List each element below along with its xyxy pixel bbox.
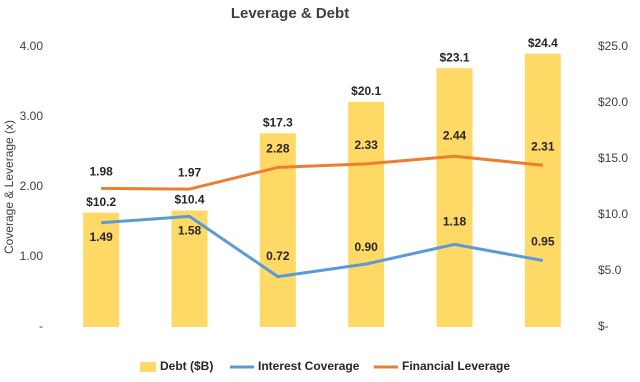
y2-tick-label: $15.0: [598, 151, 628, 165]
data-label: 2.33: [354, 138, 378, 152]
data-label: 1.97: [178, 165, 202, 179]
data-label: 2.28: [266, 142, 290, 156]
legend-label: Interest Coverage: [258, 359, 360, 373]
data-label: $23.1: [439, 50, 469, 64]
legend-label: Debt ($B): [160, 359, 213, 373]
y2-tick-label: $20.0: [598, 95, 628, 109]
y-tick-label: 1.00: [20, 249, 44, 263]
bar: [436, 68, 473, 327]
data-label: 0.95: [531, 235, 555, 249]
legend-swatch: [140, 362, 156, 372]
y2-tick-label: $5.0: [598, 263, 622, 277]
chart-title: Leverage & Debt: [231, 5, 349, 22]
data-label: 1.18: [443, 215, 467, 229]
data-label: 1.58: [178, 224, 202, 238]
y2-tick-label: $-: [598, 319, 609, 333]
line: [101, 214, 544, 279]
bar: [83, 212, 120, 327]
data-label: $10.2: [86, 195, 116, 209]
y-tick-label: 2.00: [20, 179, 44, 193]
data-label: $20.1: [351, 84, 381, 98]
y-axis-label: Coverage & Leverage (x): [2, 120, 16, 254]
data-label: 0.72: [266, 249, 290, 263]
data-label: $17.3: [263, 115, 293, 129]
data-label: 2.31: [531, 139, 555, 153]
y-tick-label: -: [39, 319, 43, 333]
y2-tick-label: $10.0: [598, 207, 628, 221]
bar: [524, 53, 561, 327]
data-label: 2.44: [443, 128, 467, 142]
y-tick-label: 4.00: [20, 39, 44, 53]
data-label: 0.90: [354, 240, 378, 254]
y-tick-label: 3.00: [20, 109, 44, 123]
legend-label: Financial Leverage: [402, 359, 510, 373]
bar: [259, 133, 296, 327]
data-label: 1.49: [89, 230, 113, 244]
line: [101, 154, 543, 191]
data-label: $24.4: [528, 36, 558, 50]
y2-tick-label: $25.0: [598, 39, 628, 53]
bar: [348, 101, 385, 327]
data-label: 1.98: [89, 165, 113, 179]
data-label: $10.4: [174, 193, 204, 207]
bar: [171, 210, 208, 327]
